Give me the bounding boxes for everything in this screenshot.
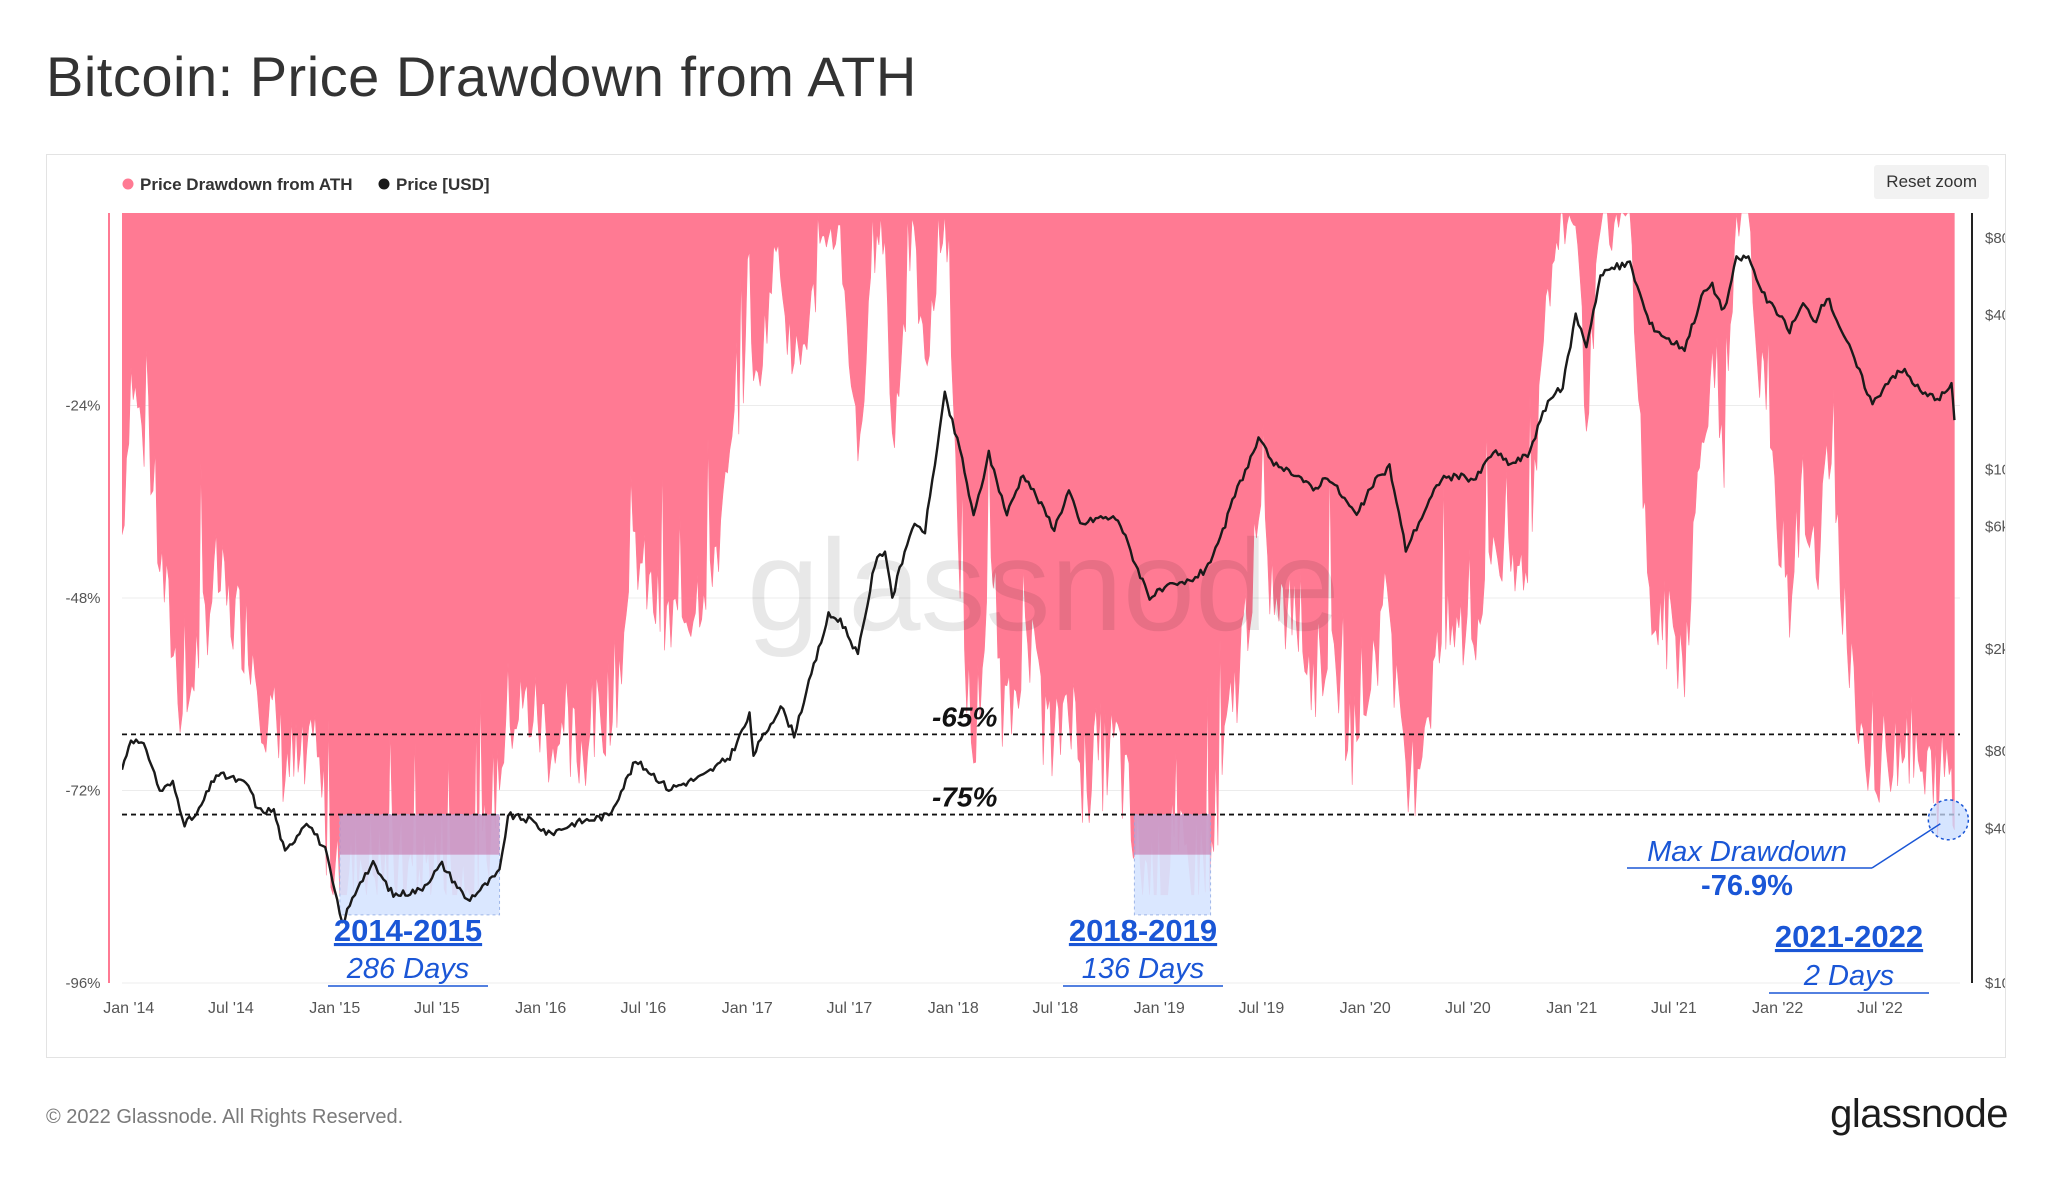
max-drawdown-pointer [1871, 823, 1941, 869]
x-tick-label: Jul '18 [1033, 1000, 1079, 1017]
period-label-3: 2021-2022 [1775, 919, 1923, 954]
y-right-tick-label: $100 [1985, 975, 2005, 992]
reference-label-1: -65% [932, 701, 997, 732]
y-right-tick-label: $800 [1985, 743, 2005, 760]
legend: Price Drawdown from ATH Price [USD] [122, 175, 490, 194]
glassnode-logo: glassnode [1830, 1092, 2008, 1136]
x-tick-label: Jul '22 [1857, 1000, 1903, 1017]
y-right-tick-label: $2k [1985, 641, 2005, 658]
reset-zoom-button[interactable]: Reset zoom [1874, 165, 1989, 199]
period-days-3: 2 Days [1803, 960, 1894, 992]
y-right-tick-label: $10k [1985, 462, 2005, 479]
x-tick-label: Jan '17 [722, 1000, 773, 1017]
highlight-accent-1 [339, 814, 500, 855]
legend-item-drawdown[interactable]: Price Drawdown from ATH [122, 175, 353, 194]
x-tick-label: Jul '15 [414, 1000, 460, 1017]
chart-container[interactable]: Price Drawdown from ATH Price [USD] glas… [46, 154, 2018, 1058]
y-right-tick-label: $6k [1985, 519, 2005, 536]
max-drawdown-value: -76.9% [1701, 870, 1793, 902]
y-left-tick-label: -24% [65, 398, 100, 415]
period-days-1: 286 Days [346, 953, 470, 985]
x-tick-label: Jul '21 [1651, 1000, 1697, 1017]
legend-label-drawdown: Price Drawdown from ATH [140, 175, 353, 194]
x-tick-label: Jan '18 [928, 1000, 979, 1017]
x-tick-label: Jul '16 [621, 1000, 667, 1017]
price-series [122, 254, 1956, 924]
page-title: Bitcoin: Price Drawdown from ATH [46, 45, 917, 108]
highlight-accent-2 [1134, 814, 1211, 855]
period-label-2: 2018-2019 [1069, 913, 1217, 948]
x-tick-label: Jul '20 [1445, 1000, 1491, 1017]
reference-lines: -65% -75% [122, 701, 1960, 816]
period-label-1: 2014-2015 [334, 913, 482, 948]
legend-swatch-price [378, 178, 390, 190]
x-tick-label: Jan '21 [1546, 1000, 1597, 1017]
x-tick-label: Jan '14 [103, 1000, 154, 1017]
y-left-tick-label: -96% [65, 975, 100, 992]
legend-label-price: Price [USD] [396, 175, 490, 194]
x-tick-label: Jan '19 [1134, 1000, 1185, 1017]
y-left-tick-label: -48% [65, 590, 100, 607]
watermark: glassnode [747, 512, 1340, 658]
x-tick-label: Jul '14 [208, 1000, 254, 1017]
x-tick-label: Jul '19 [1238, 1000, 1284, 1017]
period-days-2: 136 Days [1082, 953, 1205, 985]
reference-label-2: -75% [932, 782, 997, 813]
annotations: 2014-2015 286 Days 2018-2019 136 Days 2021-2… [328, 799, 1970, 994]
footer-copyright: © 2022 Glassnode. All Rights Reserved. [46, 1106, 404, 1128]
price-line [122, 254, 1956, 924]
x-tick-label: Jan '16 [515, 1000, 566, 1017]
chart-svg[interactable]: Price Drawdown from ATH Price [USD] glas… [47, 155, 2018, 1057]
legend-item-price[interactable]: Price [USD] [378, 175, 490, 194]
x-tick-label: Jan '15 [309, 1000, 360, 1017]
legend-swatch-drawdown [122, 178, 134, 190]
highlight-periods [339, 814, 1212, 916]
y-right-tick-label: $40k [1985, 307, 2005, 324]
max-drawdown-marker [1927, 799, 1970, 841]
y-right-tick-label: $400 [1985, 820, 2005, 837]
y-left-tick-label: -72% [65, 783, 100, 800]
x-tick-label: Jan '20 [1340, 1000, 1391, 1017]
y-right-tick-label: $80k [1985, 230, 2005, 247]
x-tick-label: Jan '22 [1752, 1000, 1803, 1017]
max-drawdown-label: Max Drawdown [1647, 836, 1847, 868]
x-tick-label: Jul '17 [827, 1000, 873, 1017]
